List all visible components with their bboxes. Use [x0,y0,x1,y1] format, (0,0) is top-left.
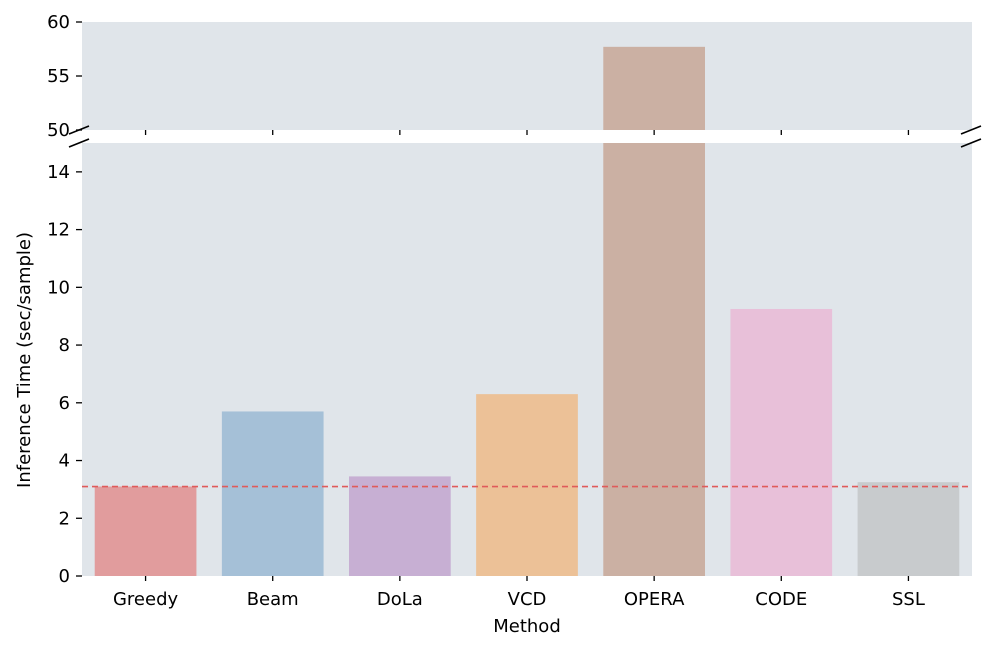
bar-lower-segment [94,486,197,576]
bar-ssl [857,482,960,576]
x-tick-label: Beam [247,589,299,610]
upper-plot-area [82,22,972,130]
y-tick-label: 8 [59,335,70,356]
bar-code [730,308,833,576]
x-axis-label: Method [493,616,561,637]
y-axis-label: Inference Time (sec/sample) [14,232,35,488]
bar-opera [603,46,705,576]
y-tick-label: 14 [47,162,70,183]
y-tick-label-upper: 50 [47,120,70,141]
y-tick-label: 6 [59,393,70,414]
x-tick-label: SSL [892,589,925,610]
bar-lower-segment [221,411,324,576]
x-tick-label: VCD [508,589,547,610]
y-tick-label: 0 [59,566,70,587]
axis-break-mark [960,138,982,148]
bars [94,46,960,576]
y-tick-label: 2 [59,508,70,529]
bar-lower-segment [730,308,833,576]
bar-dola [349,476,451,576]
y-tick-label: 10 [47,277,70,298]
y-tick-label-upper: 60 [47,12,70,33]
bar-beam [221,411,324,576]
bar-lower-segment [476,394,578,576]
bar-lower-segment [349,476,451,576]
bar-vcd [476,394,578,576]
x-tick-label: DoLa [377,589,423,610]
axis-break-mark [68,138,90,148]
y-tick-label: 4 [59,451,70,472]
axis-break-mark [68,125,90,135]
y-tick-label: 12 [47,220,70,241]
x-tick-label: OPERA [624,589,685,610]
upper-panel [82,22,972,130]
y-tick-label-upper: 55 [47,66,70,87]
bar-greedy [94,486,197,576]
x-tick-label: Greedy [113,589,179,610]
axes: Greedy Beam DoLa VCD OPERA CODE SSL 0 2 4 6 8 10 12 14… [47,12,982,610]
bar-upper-segment [603,46,705,131]
bar-lower-segment [857,482,960,576]
axis-break-mark [960,125,982,135]
bar-lower-segment [603,143,705,576]
x-tick-label: CODE [755,589,807,610]
